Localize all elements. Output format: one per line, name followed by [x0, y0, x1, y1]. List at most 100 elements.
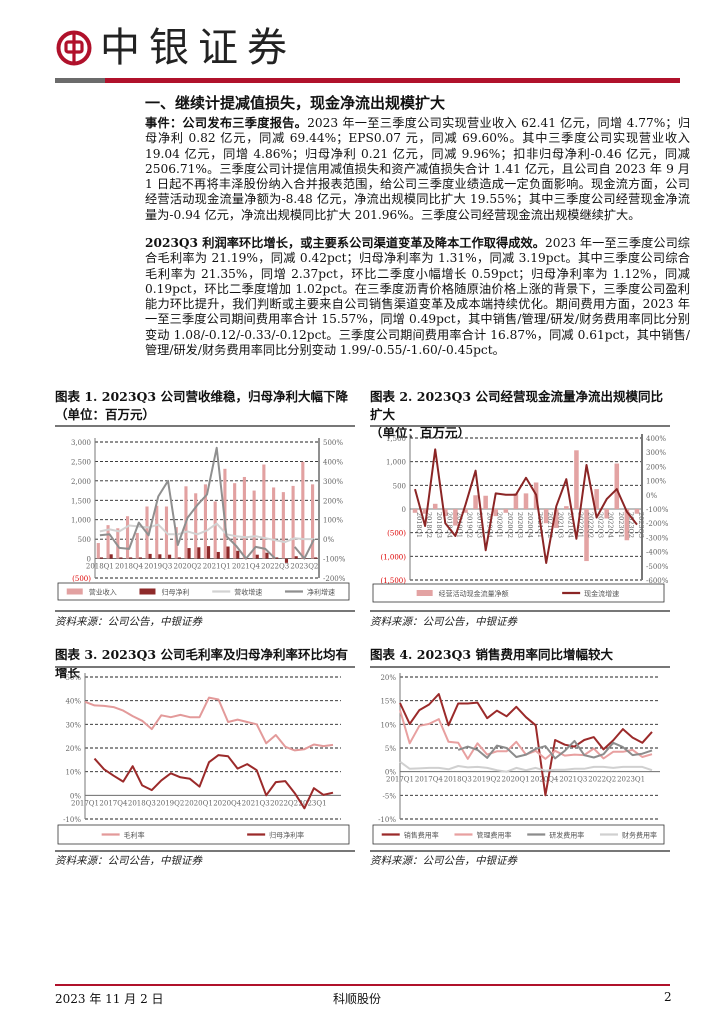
- x-tick-label: 2018Q3: [128, 799, 156, 807]
- bar-1-14: [236, 550, 240, 559]
- figure-2: 图表 2. 2023Q3 公司经营现金流量净流出规模同比扩大 （单位：百万元）: [370, 388, 670, 442]
- series-line-3: [399, 760, 653, 773]
- y-tick-label: 1,500: [71, 497, 91, 505]
- x-tick-label: 2021Q3: [242, 799, 270, 807]
- legend-swatch: [416, 590, 433, 596]
- paragraph-lead: 2023Q3 利润率环比增长，或主要系公司渠道变革及降本工作取得成效。: [145, 236, 545, 250]
- bar-0-8: [493, 509, 499, 517]
- x-tick-label: 2023Q1: [617, 512, 625, 538]
- x-tick-label: 2022Q4: [607, 512, 615, 538]
- bar-1-5: [148, 553, 152, 559]
- y-right-tick-label: 100%: [646, 478, 666, 486]
- figure-title: 图表 3. 2023Q3 公司毛利率及归母净利率环比均有增长: [55, 647, 348, 680]
- figure-divider: [370, 850, 670, 852]
- bar-1-2: [119, 557, 123, 559]
- x-tick-label: 2018Q4: [115, 563, 144, 571]
- x-tick-label: 2023Q2: [290, 563, 318, 571]
- y-right-tick-label: 0%: [323, 536, 334, 544]
- x-tick-label: 2021Q4: [566, 512, 574, 538]
- x-tick-label: 2022Q1: [576, 512, 584, 538]
- figure-3: 图表 3. 2023Q3 公司毛利率及归母净利率环比均有增长: [55, 646, 355, 682]
- x-tick-label: 2022Q3: [261, 563, 289, 571]
- y-tick-label: -10%: [378, 816, 396, 824]
- figure-divider: [55, 850, 355, 852]
- y-tick-label: 2,000: [71, 478, 91, 486]
- bar-0-1: [106, 525, 110, 559]
- y-tick-label: 500: [78, 536, 91, 544]
- bar-0-1: [422, 509, 428, 514]
- figure-source: 资料来源：公司公告，中银证券: [55, 855, 202, 867]
- bar-1-7: [168, 554, 172, 559]
- y-tick-label: 1,500: [386, 435, 406, 443]
- bar-0-0: [412, 509, 418, 513]
- legend-label: 经营活动现金流量净额: [439, 589, 509, 598]
- bar-0-17: [584, 509, 589, 562]
- y-right-tick-label: -400%: [646, 549, 669, 557]
- x-tick-label: 2022Q2: [588, 776, 616, 784]
- bar-0-14: [233, 483, 237, 559]
- bar-0-17: [262, 464, 266, 559]
- x-tick-label: 2020Q4: [530, 776, 559, 784]
- y-right-tick-label: -100%: [323, 556, 346, 564]
- bar-1-0: [99, 557, 103, 559]
- x-tick-label: 2022Q2: [587, 512, 595, 538]
- bar-1-21: [304, 558, 308, 559]
- x-tick-label: 2019Q3: [476, 512, 484, 538]
- bar-0-20: [614, 463, 620, 509]
- bar-1-11: [207, 546, 211, 559]
- y-right-tick-label: 500%: [323, 439, 343, 447]
- bar-0-13: [543, 509, 549, 524]
- legend-label: 管理费用率: [476, 831, 511, 840]
- x-tick-label: 2023Q3: [637, 512, 645, 538]
- chart-revenue-profit: 3,000 2,500 2,000 1,500 1,000 500 0 (500) 500% 40…: [57, 438, 350, 601]
- x-tick-label: 2021Q1: [203, 563, 231, 571]
- bar-0-6: [155, 505, 159, 559]
- y-tick-label: 10%: [65, 769, 81, 777]
- x-tick-label: 2020Q3: [516, 512, 524, 538]
- series-line-3: [99, 446, 315, 560]
- y-tick-label: (500): [387, 530, 406, 538]
- series-line-2: [99, 522, 315, 544]
- x-tick-label: 2022Q2: [270, 799, 298, 807]
- figure-source: 资料来源：公司公告，中银证券: [370, 616, 517, 628]
- y-tick-label: 0: [402, 506, 406, 514]
- y-right-tick-label: 300%: [646, 449, 666, 457]
- paragraph-lead: 事件：公司发布三季度报告。: [145, 116, 308, 130]
- bar-0-14: [553, 509, 559, 528]
- figure-1: 图表 1. 2023Q3 公司营收维稳，归母净利大幅下降 （单位：百万元）: [55, 388, 355, 424]
- bar-0-2: [432, 503, 438, 509]
- legend-label: 营收增速: [234, 588, 262, 597]
- figure-title: 图表 1. 2023Q3 公司营收维稳，归母净利大幅下降: [55, 389, 348, 404]
- bar-0-4: [453, 509, 458, 526]
- x-tick-label: 2020Q1: [185, 799, 213, 807]
- y-right-tick-label: -600%: [646, 577, 669, 585]
- x-tick-label: 2023Q1: [299, 799, 327, 807]
- y-tick-label: 5%: [385, 745, 396, 753]
- x-tick-label: 2021Q2: [546, 512, 554, 538]
- legend-label: 研发费用率: [549, 831, 584, 840]
- x-tick-label: 2021Q3: [559, 776, 587, 784]
- x-tick-label: 2023Q1: [617, 776, 645, 784]
- x-tick-label: 2020Q1: [496, 512, 504, 538]
- y-tick-label: (500): [72, 575, 91, 583]
- legend-label: 净利增速: [307, 588, 335, 597]
- x-tick-label: 2019Q3: [144, 563, 172, 571]
- y-tick-label: -10%: [63, 816, 81, 824]
- figure-source: 资料来源：公司公告，中银证券: [370, 855, 517, 867]
- header-rule-red: [105, 78, 680, 83]
- y-right-tick-label: -100%: [646, 506, 669, 514]
- y-tick-label: (1,500): [380, 577, 406, 585]
- bar-0-11: [203, 484, 207, 559]
- figure-divider: [370, 666, 670, 668]
- x-tick-label: 2018Q3: [444, 776, 472, 784]
- x-tick-label: 2017Q4: [415, 776, 444, 784]
- paragraph-event: 事件：公司发布三季度报告。2023 年一至三季度公司实现营业收入 62.41 亿…: [145, 116, 690, 223]
- legend-label: 归母净利率: [269, 831, 304, 840]
- bar-1-9: [187, 548, 191, 559]
- bar-0-10: [194, 493, 198, 559]
- y-tick-label: 3,000: [71, 439, 91, 447]
- footer-company: 科顺股份: [333, 992, 382, 1006]
- y-tick-label: 500: [393, 482, 406, 490]
- y-right-tick-label: 400%: [323, 458, 343, 466]
- bar-0-3: [443, 509, 448, 517]
